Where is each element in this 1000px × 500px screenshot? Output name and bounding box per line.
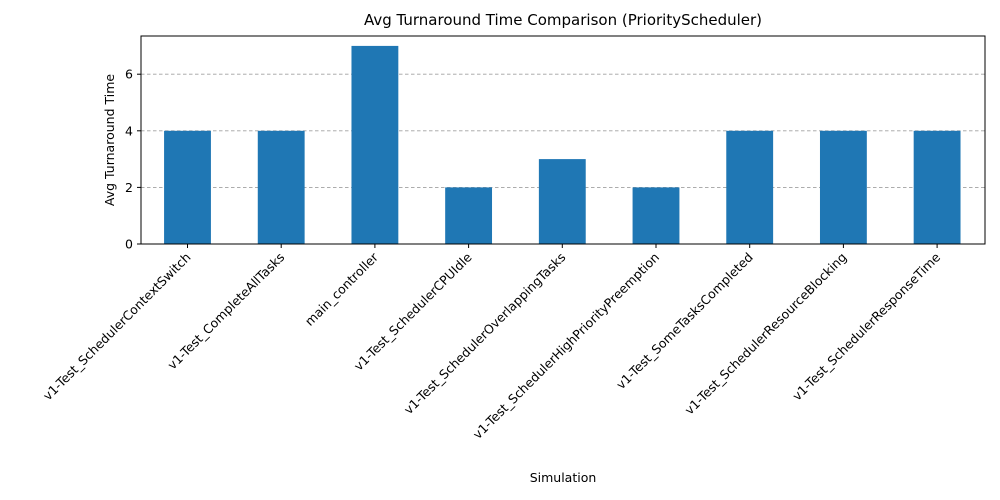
- y-axis-ticks: 0 2 4 6: [125, 67, 141, 252]
- bar: [632, 187, 680, 244]
- chart-title: Avg Turnaround Time Comparison (Priority…: [364, 11, 762, 29]
- bar: [726, 130, 774, 244]
- y-tick-label: 0: [125, 237, 133, 252]
- x-tick-label: main_controller: [302, 249, 382, 329]
- plot-frame: [140, 35, 986, 245]
- bar: [164, 130, 211, 244]
- x-tick-label: v1-Test_SchedulerResourceBlocking: [681, 250, 849, 418]
- y-axis-label: Avg Turnaround Time: [102, 74, 117, 206]
- y-tick-label: 6: [125, 67, 133, 82]
- x-tick-label: v1-Test_SchedulerOverlappingTasks: [401, 250, 569, 418]
- x-tick-label: v1-Test_SchedulerResponseTime: [789, 249, 943, 403]
- y-tick-label: 4: [125, 123, 133, 138]
- x-tick-label: v1-Test_SchedulerHighPriorityPreemption: [470, 250, 662, 442]
- bar: [538, 159, 586, 244]
- bar: [257, 130, 305, 244]
- x-tick-label: v1-Test_SchedulerContextSwitch: [40, 250, 194, 404]
- x-axis-ticks: v1-Test_SchedulerContextSwitchv1-Test_Co…: [40, 244, 943, 442]
- bar: [819, 130, 867, 244]
- y-tick-label: 2: [125, 180, 133, 195]
- bar: [445, 187, 493, 244]
- x-axis-label: Simulation: [530, 470, 597, 485]
- bar: [351, 45, 399, 245]
- bars: [164, 45, 961, 245]
- bar: [913, 130, 961, 244]
